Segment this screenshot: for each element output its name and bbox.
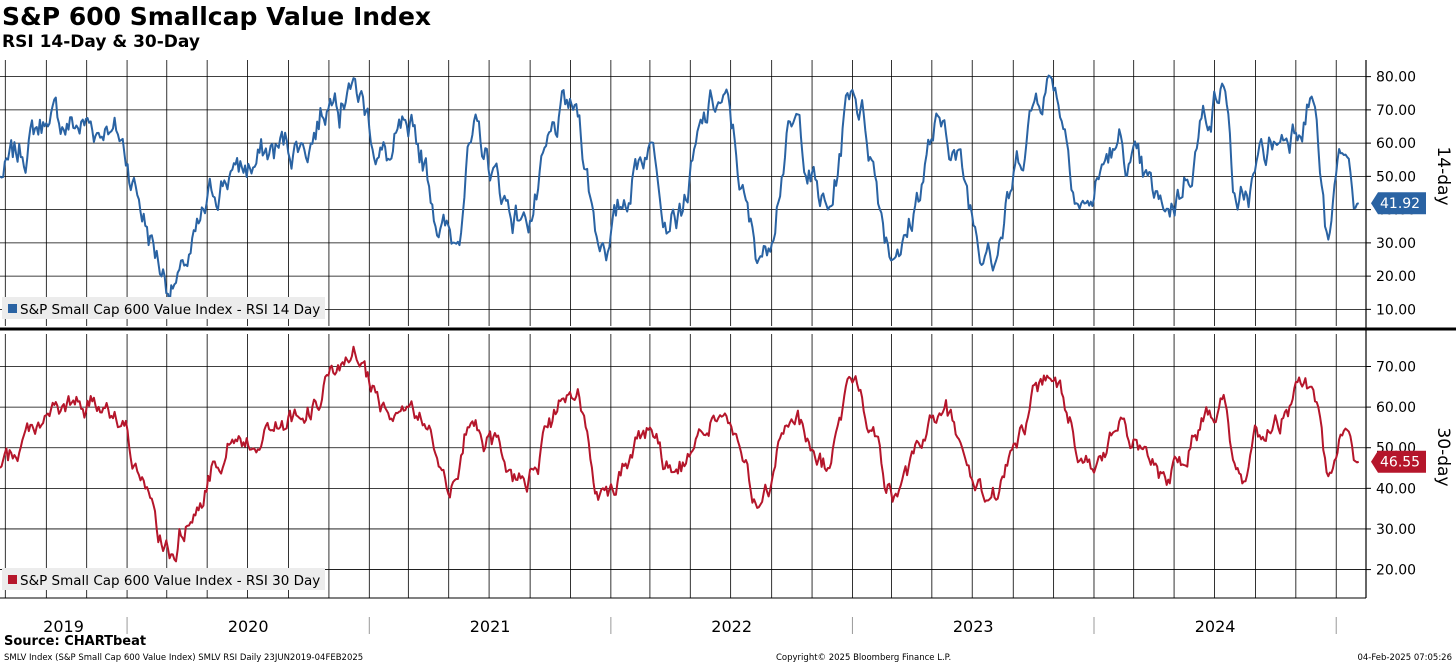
footer-security-info: SMLV Index (S&P Small Cap 600 Value Inde…: [4, 653, 364, 663]
legend-background: [2, 297, 325, 319]
x-tick-label: 2020: [228, 617, 269, 636]
x-tick-label: 2024: [1195, 617, 1236, 636]
y-tick-label: 10.00: [1376, 302, 1416, 318]
rsi30-series-line: [0, 345, 1360, 563]
value-tag-label: 46.55: [1380, 455, 1420, 471]
legend: S&P Small Cap 600 Value Index - RSI 14 D…: [2, 297, 325, 319]
y-tick-label: 30.00: [1376, 236, 1416, 252]
y-tick-label: 30.00: [1376, 522, 1416, 538]
y-tick-label: 60.00: [1376, 136, 1416, 152]
value-tag-background: [1371, 192, 1426, 215]
y-tick-label: 40.00: [1376, 481, 1416, 497]
legend-swatch: [8, 304, 17, 313]
x-tick-label: 2021: [470, 617, 511, 636]
y-tick-label: 70.00: [1376, 103, 1416, 119]
x-tick-label: 2022: [711, 617, 752, 636]
y-tick-label: 50.00: [1376, 169, 1416, 185]
source-note: Source: CHARTbeat: [4, 634, 147, 649]
y-tick-label: 60.00: [1376, 400, 1416, 416]
value-tag-background: [1371, 450, 1426, 473]
value-tag-label: 41.92: [1380, 196, 1420, 212]
x-tick-label: 2019: [43, 617, 84, 636]
axis-title: 30-day: [1433, 427, 1453, 486]
x-tick-label: 2023: [953, 617, 994, 636]
footer-copyright: Copyright© 2025 Bloomberg Finance L.P.: [776, 653, 952, 663]
legend-background: [2, 568, 325, 590]
y-tick-label: 80.00: [1376, 70, 1416, 86]
legend-swatch: [8, 575, 17, 584]
y-tick-label: 20.00: [1376, 269, 1416, 285]
axis-title: 14-day: [1433, 146, 1453, 205]
y-tick-label: 20.00: [1376, 563, 1416, 579]
chart-title: S&P 600 Smallcap Value Index: [2, 2, 432, 31]
rsi14-panel: 10.0020.0030.0040.0050.0060.0070.0080.00…: [0, 60, 1453, 326]
y-tick-label: 70.00: [1376, 359, 1416, 375]
rsi14-series-line: [0, 74, 1360, 305]
footer-timestamp: 04-Feb-2025 07:05:26: [1357, 653, 1452, 663]
x-axis: 2019 2020 2021 2022 2023 2024: [43, 617, 1337, 636]
chart-subtitle: RSI 14-Day & 30-Day: [2, 32, 200, 52]
current-value-tag: 41.92: [1371, 192, 1426, 215]
legend-label: S&P Small Cap 600 Value Index - RSI 30 D…: [20, 573, 320, 589]
legend-label: S&P Small Cap 600 Value Index - RSI 14 D…: [20, 302, 320, 318]
current-value-tag: 46.55: [1371, 450, 1426, 473]
legend: S&P Small Cap 600 Value Index - RSI 30 D…: [2, 568, 325, 590]
